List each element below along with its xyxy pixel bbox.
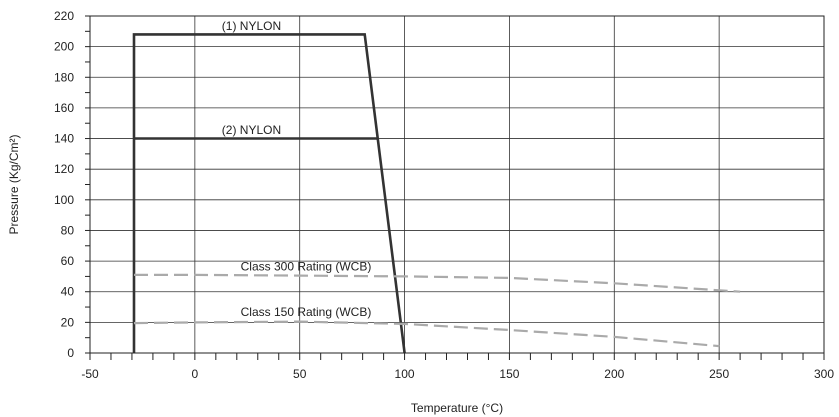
y-tick-labels: 0 20 40 60 80 100 120 140 160 180 200 220 xyxy=(54,9,74,360)
y-axis-title: Pressure (Kg/Cm²) xyxy=(7,134,21,234)
y-tick-label: 100 xyxy=(54,193,74,207)
x-tick-label: 150 xyxy=(499,367,519,381)
y-tick-label: 200 xyxy=(54,40,74,54)
plot-area-frame xyxy=(89,15,825,354)
x-tick-label: 300 xyxy=(814,367,834,381)
series-lines xyxy=(132,33,741,354)
series-line xyxy=(132,33,406,354)
x-tick-label: 200 xyxy=(604,367,624,381)
x-tick-label: 0 xyxy=(192,367,199,381)
grid xyxy=(89,15,825,354)
series-line xyxy=(133,320,720,348)
series-annotation: (2) NYLON xyxy=(222,123,281,137)
y-tick-label: 20 xyxy=(61,315,75,329)
minor-ticks xyxy=(85,15,825,360)
x-tick-label: 250 xyxy=(709,367,729,381)
x-tick-label: 50 xyxy=(293,367,307,381)
series-annotation: Class 300 Rating (WCB) xyxy=(241,259,372,273)
x-tick-labels: -50 0 50 100 150 200 250 300 xyxy=(81,367,834,381)
y-tick-label: 80 xyxy=(61,223,75,237)
y-tick-label: 120 xyxy=(54,162,74,176)
series-annotation: Class 150 Rating (WCB) xyxy=(241,305,372,319)
x-tick-label: -50 xyxy=(81,367,99,381)
x-tick-label: 100 xyxy=(395,367,415,381)
y-tick-label: 0 xyxy=(67,346,74,360)
y-tick-label: 160 xyxy=(54,101,74,115)
y-tick-label: 60 xyxy=(61,254,75,268)
series-line xyxy=(134,273,741,293)
series-annotations: (1) NYLON (2) NYLON Class 300 Rating (WCB)… xyxy=(222,19,372,319)
x-axis-title: Temperature (°C) xyxy=(411,401,503,415)
y-tick-label: 180 xyxy=(54,70,74,84)
y-tick-label: 40 xyxy=(61,285,75,299)
y-tick-label: 220 xyxy=(54,9,74,23)
series-annotation: (1) NYLON xyxy=(222,19,281,33)
y-tick-label: 140 xyxy=(54,132,74,146)
